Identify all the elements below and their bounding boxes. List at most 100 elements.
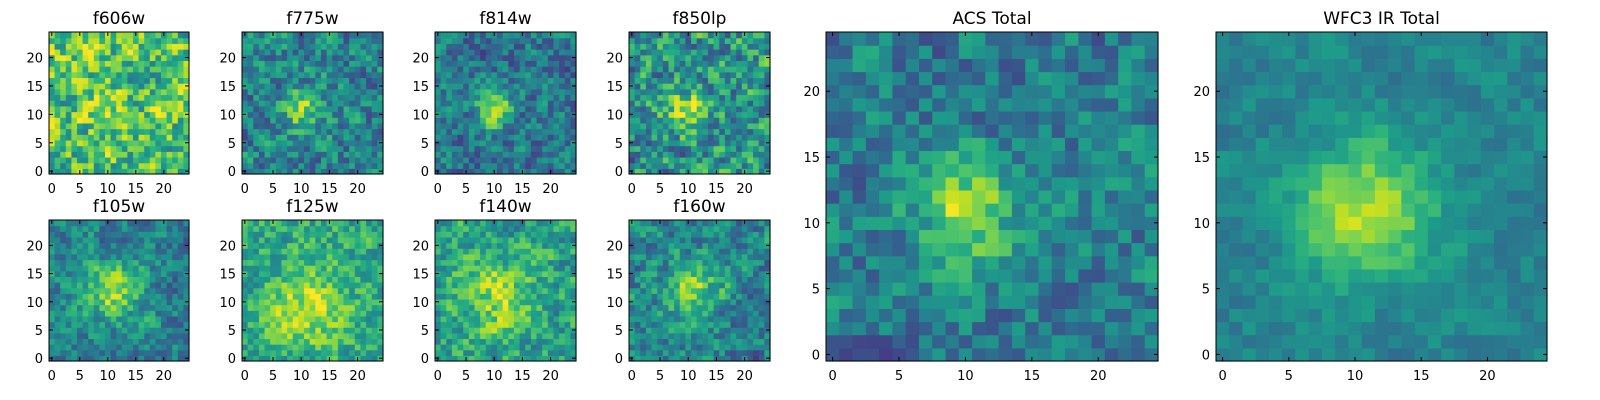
heatmap-cell [354, 349, 362, 356]
heatmap-cell [440, 298, 447, 306]
heatmap-cell [172, 94, 179, 101]
heatmap-cell [349, 43, 356, 50]
heatmap-cell [719, 134, 726, 141]
heatmap-cell [525, 259, 532, 266]
heatmap-cell [242, 253, 249, 261]
heatmap-cell [679, 162, 686, 169]
heatmap-cell [326, 100, 333, 107]
heatmap-cell [758, 287, 765, 294]
heatmap-cell [343, 54, 350, 61]
heatmap-cell [360, 236, 367, 244]
heatmap-cell [253, 49, 260, 56]
heatmap-cell [155, 298, 162, 306]
heatmap-cell [65, 349, 72, 356]
heatmap-cell [674, 168, 681, 175]
heatmap-cell [457, 43, 464, 50]
heatmap-cell [634, 32, 641, 39]
heatmap-cell [281, 327, 288, 334]
heatmap-cell [435, 287, 442, 294]
heatmap-cell [270, 128, 277, 135]
heatmap-cell [127, 253, 134, 261]
heatmap-cell [446, 117, 453, 124]
heatmap-cell [270, 145, 277, 152]
heatmap-cell [110, 134, 117, 141]
heatmap-cell [525, 265, 532, 272]
heatmap-cell [105, 37, 112, 44]
heatmap-cell [674, 327, 681, 334]
heatmap-cell [155, 259, 162, 266]
heatmap-cell [315, 37, 322, 44]
heatmap-cell [177, 315, 184, 323]
heatmap-cell [736, 332, 743, 340]
heatmap-cell [304, 145, 311, 152]
heatmap-cell [713, 139, 720, 147]
heatmap-cell [629, 293, 636, 300]
heatmap-cell [99, 100, 106, 107]
heatmap-cell [270, 43, 277, 50]
heatmap-cell [253, 83, 260, 90]
heatmap-cell [343, 111, 350, 118]
heatmap-cell [77, 310, 84, 317]
heatmap-cell [65, 54, 72, 61]
heatmap-cell [719, 298, 726, 306]
heatmap-cell [491, 259, 498, 266]
heatmap-cell [513, 248, 521, 255]
panel-title: f775w [286, 9, 338, 29]
heatmap-cell [177, 355, 184, 362]
heatmap-cell [82, 270, 89, 277]
heatmap-cell [320, 349, 328, 356]
heatmap-cell [292, 282, 299, 289]
heatmap-cell [298, 83, 305, 90]
heatmap-cell [121, 168, 128, 175]
heatmap-cell [674, 315, 681, 323]
heatmap-cell [629, 49, 636, 56]
heatmap-cell [315, 270, 322, 277]
heatmap-cell [71, 338, 78, 345]
heatmap-cell [474, 276, 481, 283]
heatmap-cell [474, 83, 481, 90]
heatmap-cell [99, 355, 106, 362]
heatmap-cell [354, 310, 362, 317]
heatmap-cell [177, 321, 184, 328]
heatmap-cell [559, 276, 566, 283]
heatmap-cell [513, 139, 521, 147]
heatmap-cell [60, 49, 67, 56]
heatmap-cell [497, 162, 504, 169]
heatmap-cell [242, 248, 249, 255]
heatmap-cell [685, 71, 692, 79]
heatmap-cell [463, 231, 470, 238]
heatmap-cell [309, 37, 316, 44]
heatmap-cell [371, 310, 378, 317]
heatmap-cell [519, 83, 526, 90]
heatmap-cell [645, 94, 653, 101]
heatmap-cell [525, 145, 532, 152]
heatmap-cell [713, 276, 720, 283]
heatmap-cell [82, 88, 89, 96]
heatmap-cell [559, 231, 566, 238]
heatmap-cell [377, 88, 384, 96]
heatmap-cell [645, 151, 653, 158]
heatmap-cell [60, 145, 67, 152]
heatmap-cell [702, 287, 709, 294]
heatmap-cell [691, 298, 698, 306]
heatmap-cell [657, 344, 664, 351]
heatmap-cell [281, 231, 288, 238]
x-tick-label: 5 [76, 369, 84, 384]
heatmap-cell [508, 100, 515, 107]
heatmap-cell [530, 248, 538, 255]
heatmap-cell [457, 315, 464, 323]
heatmap-cell [724, 287, 732, 294]
heatmap-cell [320, 259, 328, 266]
y-tick-label: 0 [35, 352, 43, 367]
heatmap-cell [451, 162, 459, 169]
heatmap-cell [349, 298, 356, 306]
heatmap-cell [668, 117, 675, 124]
heatmap-cell [513, 253, 521, 261]
heatmap-cell [553, 71, 560, 79]
heatmap-cell [242, 94, 249, 101]
heatmap-cell [679, 66, 686, 73]
heatmap-cell [326, 43, 333, 50]
heatmap-cell [264, 332, 271, 340]
heatmap-cell [354, 54, 362, 61]
heatmap-cell [485, 236, 492, 244]
